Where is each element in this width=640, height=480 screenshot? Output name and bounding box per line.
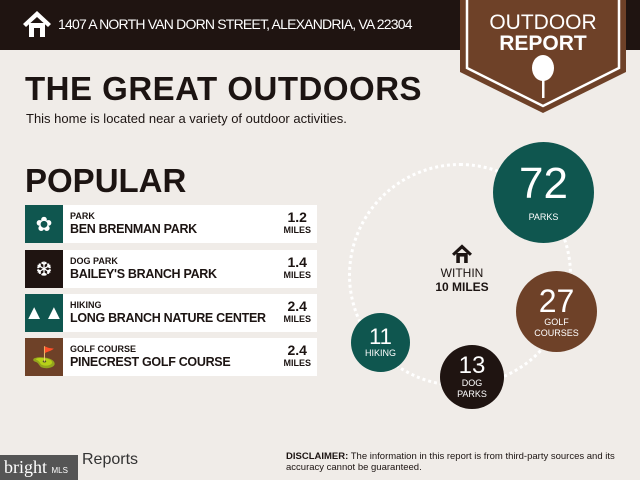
- item-category: PARK: [70, 211, 95, 221]
- distance-unit: MILES: [283, 270, 311, 280]
- count-label: GOLF COURSES: [534, 316, 579, 338]
- within-radius: WITHIN 10 MILES: [420, 243, 504, 294]
- badge-line2: REPORT: [499, 32, 587, 55]
- distance-value: 1.2: [287, 209, 307, 225]
- page-title: THE GREAT OUTDOORS: [25, 70, 423, 107]
- list-item: ▲▲ HIKING LONG BRANCH NATURE CENTER 2.4 M…: [24, 294, 317, 332]
- distance-unit: MILES: [283, 358, 311, 368]
- item-distance: 1.4 MILES: [283, 255, 311, 281]
- item-name: LONG BRANCH NATURE CENTER: [70, 311, 266, 325]
- count-parks: 72 PARKS: [493, 142, 594, 243]
- item-category: GOLF COURSE: [70, 344, 137, 354]
- list-item: ✿ PARK BEN BRENMAN PARK 1.2 MILES: [25, 205, 317, 243]
- count-hiking: 11 HIKING: [351, 313, 410, 372]
- popular-heading: POPULAR: [25, 162, 187, 199]
- disclaimer-text: The information in this report is from t…: [286, 451, 615, 473]
- reports-brand: Reports: [82, 451, 139, 468]
- disclaimer: DISCLAIMER: The information in this repo…: [286, 451, 626, 473]
- badge-line1: OUTDOOR: [489, 11, 597, 34]
- within-label: WITHIN: [440, 266, 484, 280]
- park-icon: ✿: [25, 205, 63, 243]
- count-value: 13: [458, 352, 486, 379]
- trees-icon: ▲▲: [24, 294, 64, 332]
- count-value: 72: [519, 159, 568, 208]
- distance-value: 2.4: [287, 298, 307, 314]
- distance-value: 2.4: [287, 342, 307, 358]
- item-distance: 2.4 MILES: [283, 343, 311, 369]
- within-distance: 10 MILES: [435, 280, 489, 294]
- logo-text: bright: [4, 457, 47, 477]
- golf-bag-icon: ⛳: [25, 338, 63, 376]
- disclaimer-label: DISCLAIMER:: [286, 451, 349, 462]
- list-item: ❆ DOG PARK BAILEY'S BRANCH PARK 1.4 MILES: [25, 250, 317, 288]
- bright-mls-logo: bright MLS: [0, 455, 78, 480]
- outdoor-report-badge: [460, 0, 626, 113]
- home-icon: [452, 244, 472, 263]
- badge-title: OUTDOOR REPORT: [458, 12, 628, 54]
- count-label: PARKS: [528, 212, 559, 222]
- logo-sub: MLS: [51, 466, 68, 475]
- item-category: DOG PARK: [70, 256, 118, 266]
- item-name: BAILEY'S BRANCH PARK: [70, 267, 217, 281]
- address: 1407 A NORTH VAN DORN STREET, ALEXANDRIA…: [58, 16, 413, 32]
- distance-unit: MILES: [283, 314, 311, 324]
- count-value: 27: [538, 282, 575, 319]
- paw-icon: ❆: [25, 250, 63, 288]
- distance-unit: MILES: [283, 225, 311, 235]
- home-icon: [23, 11, 51, 37]
- item-name: PINECREST GOLF COURSE: [70, 355, 231, 369]
- count-label: HIKING: [364, 348, 396, 358]
- tree-icon: [532, 55, 554, 98]
- item-distance: 1.2 MILES: [283, 210, 311, 236]
- count-golf-courses: 27 GOLF COURSES: [516, 271, 597, 352]
- list-item: ⛳ GOLF COURSE PINECREST GOLF COURSE 2.4 M…: [25, 338, 317, 376]
- count-dog-parks: 13 DOG PARKS: [440, 345, 504, 409]
- item-distance: 2.4 MILES: [283, 299, 311, 325]
- distance-value: 1.4: [287, 254, 307, 270]
- item-name: BEN BRENMAN PARK: [70, 222, 197, 236]
- count-label: DOG PARKS: [457, 378, 487, 399]
- page-subtitle: This home is located near a variety of o…: [26, 111, 347, 126]
- item-category: HIKING: [70, 300, 102, 310]
- count-value: 11: [369, 324, 392, 349]
